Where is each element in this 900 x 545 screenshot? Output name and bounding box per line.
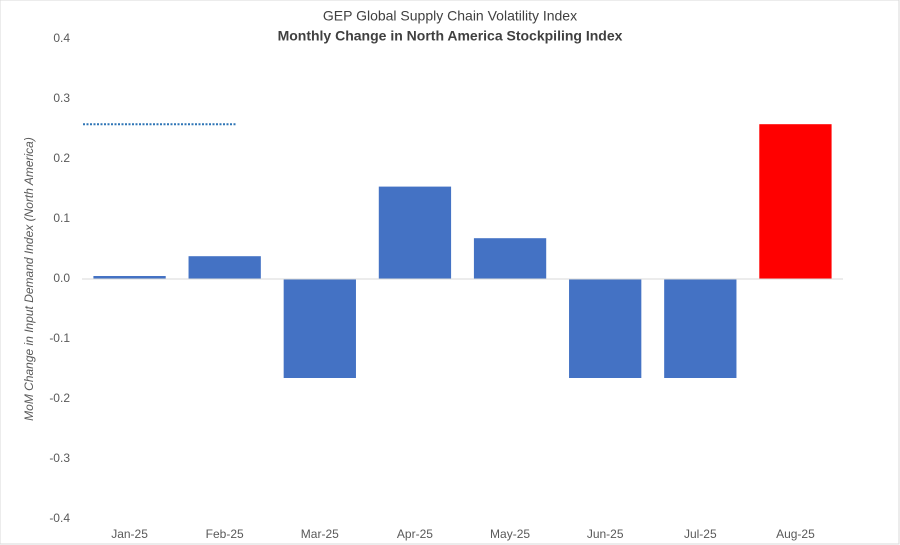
x-tick-label: Apr-25 xyxy=(397,527,433,541)
x-tick-label: Jan-25 xyxy=(111,527,148,541)
y-tick-label: -0.1 xyxy=(49,331,70,345)
x-tick-label: Feb-25 xyxy=(206,527,244,541)
y-axis-label: MoM Change in Input Demand Index (North … xyxy=(22,137,36,421)
y-tick-label: 0.1 xyxy=(53,211,70,225)
y-tick-label: 0.4 xyxy=(53,31,70,45)
y-tick-label: -0.4 xyxy=(49,511,70,525)
y-tick-label: -0.3 xyxy=(49,451,70,465)
bar xyxy=(759,124,832,279)
x-tick-label: Mar-25 xyxy=(301,527,339,541)
x-tick-label: Aug-25 xyxy=(776,527,815,541)
x-tick-label: Jul-25 xyxy=(684,527,717,541)
bar xyxy=(93,276,166,279)
x-tick-label: May-25 xyxy=(490,527,530,541)
bar xyxy=(378,186,452,279)
bar xyxy=(283,279,356,378)
x-tick-label: Jun-25 xyxy=(587,527,624,541)
y-tick-label: 0.2 xyxy=(53,151,70,165)
y-tick-label: -0.2 xyxy=(49,391,70,405)
chart-subtitle: Monthly Change in North America Stockpil… xyxy=(278,28,623,44)
bar xyxy=(569,279,642,378)
bar xyxy=(473,238,547,279)
chart-title: GEP Global Supply Chain Volatility Index xyxy=(323,8,577,24)
bar xyxy=(188,256,261,279)
y-tick-label: 0.0 xyxy=(53,271,70,285)
y-tick-label: 0.3 xyxy=(53,91,70,105)
bar xyxy=(664,279,737,378)
